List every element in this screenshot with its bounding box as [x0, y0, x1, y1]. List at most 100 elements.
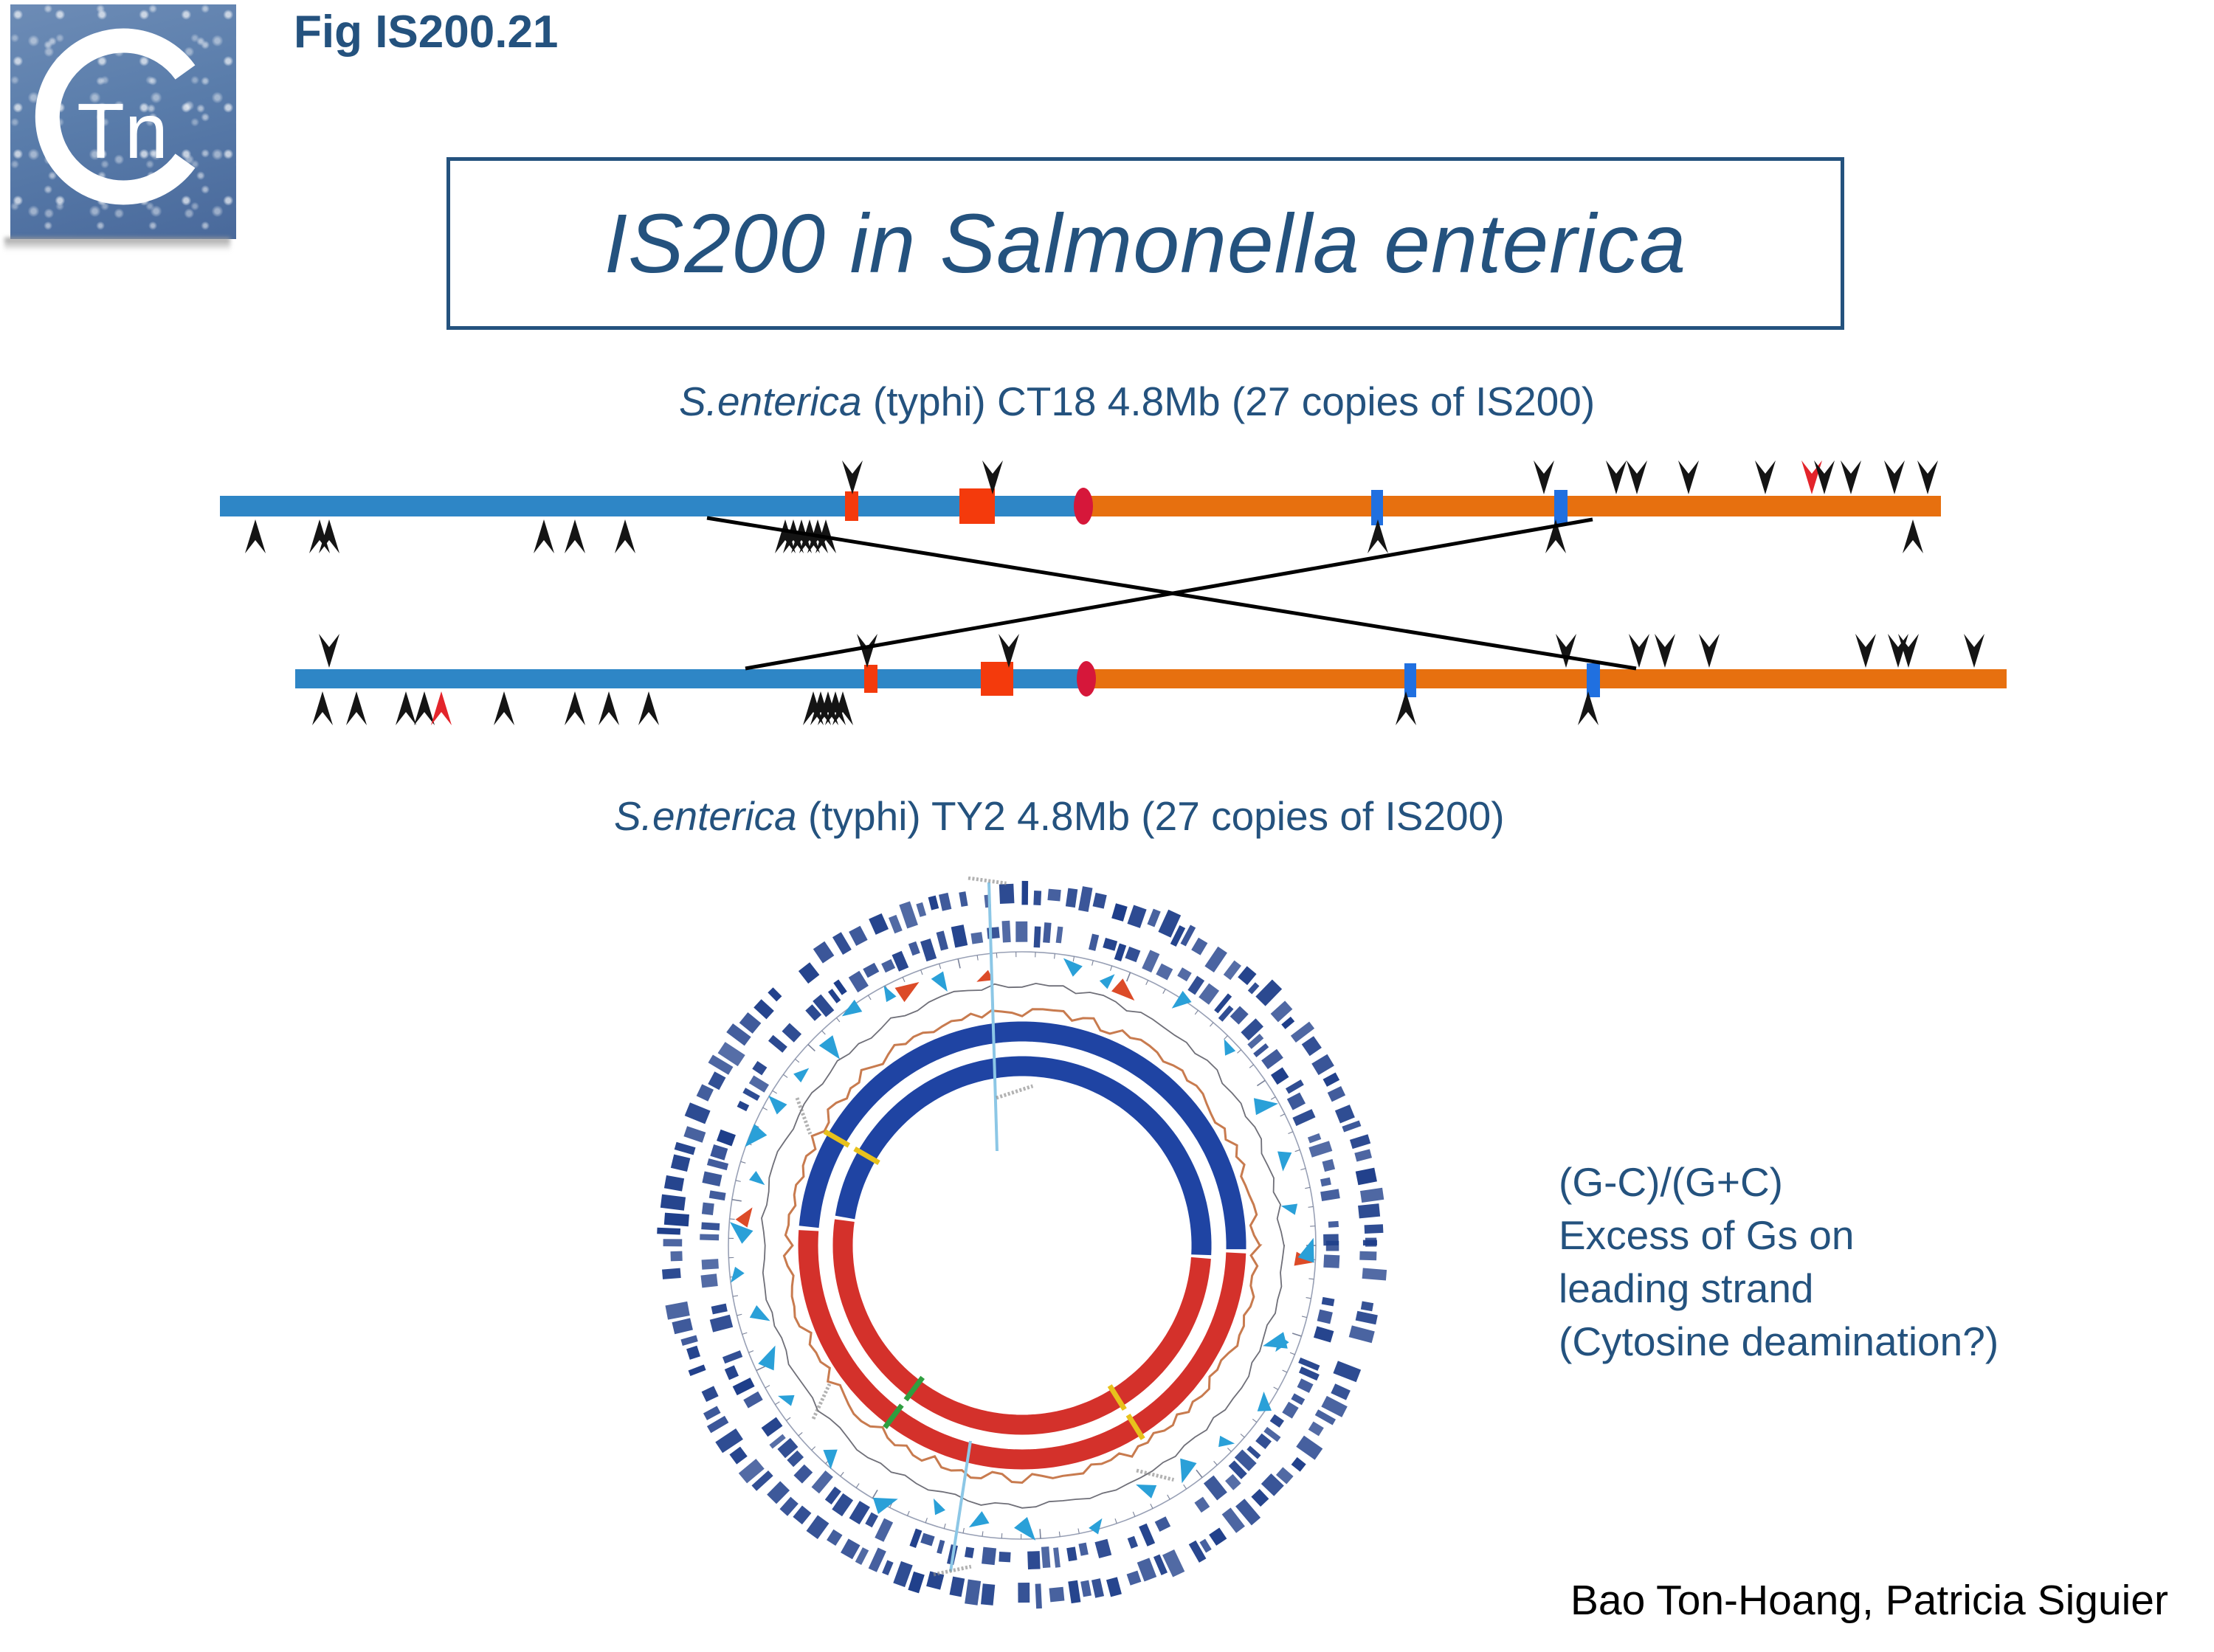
is200-arrow-up: [599, 691, 619, 725]
is200-arrow-down: [857, 634, 877, 668]
replichore-arc-3: [832, 1219, 1211, 1435]
is200-arrow-up: [1903, 519, 1923, 553]
is200-arrow-down: [1755, 460, 1776, 494]
is200-arrow-up: [818, 691, 838, 725]
is200-arrow-down: [999, 634, 1019, 668]
ty2-label-rest: (typhi) TY2 4.8Mb (27 copies of IS200): [796, 793, 1505, 839]
gc-skew-annotation: (G-C)/(G+C) Excess of Gs on leading stra…: [1559, 1155, 1999, 1368]
replichore-arc-1: [798, 1230, 1246, 1470]
is200-arrow-up: [1578, 691, 1599, 725]
annotation-line-2: Excess of Gs on: [1559, 1212, 1855, 1258]
replichore-arc-0: [799, 1021, 1246, 1250]
is200-arrow-down: [1801, 460, 1822, 494]
position-marker-line: [987, 882, 999, 1152]
annotation-line-1: (G-C)/(G+C): [1559, 1159, 1783, 1205]
is200-arrow-up: [810, 691, 831, 725]
is200-arrow-down: [1917, 460, 1938, 494]
is200-arrow-down: [1699, 634, 1720, 668]
is200-arrow-up: [312, 691, 333, 725]
is200-arrow-up: [431, 691, 452, 725]
is200-arrow-down: [1964, 634, 1984, 668]
is200-arrow-down: [1534, 460, 1554, 494]
is200-arrow-up: [832, 691, 853, 725]
ty2-origin-marker: [1077, 661, 1096, 697]
is200-arrow-up: [825, 691, 846, 725]
is200-arrow-down: [842, 460, 863, 494]
is200-arrow-down: [1606, 460, 1627, 494]
ct18-origin-marker: [1074, 488, 1093, 525]
ty2-orange-segment: [1091, 669, 2007, 688]
ty2-is200-arrows-top: [319, 634, 1984, 668]
ct18-is200-arrows-bottom: [245, 519, 1923, 553]
scale-tick-ring: [728, 951, 1317, 1540]
circular-genome-plot: [657, 877, 1387, 1609]
is200-arrow-up: [414, 691, 435, 725]
is200-arrow-down: [1888, 634, 1908, 668]
title-box: IS200 in Salmonella enterica: [446, 157, 1844, 330]
is200-arrow-down: [1855, 634, 1876, 668]
is200-arrow-up: [615, 519, 635, 553]
is200-arrow-up: [1545, 519, 1566, 553]
annotation-line-4: (Cytosine deamination?): [1559, 1319, 1999, 1364]
ty2-red-block: [981, 662, 1013, 696]
is200-arrow-up: [396, 691, 416, 725]
scattered-is-arrows: [730, 958, 1315, 1541]
is200-arrow-up: [494, 691, 514, 725]
is200-arrow-up: [799, 519, 820, 553]
is200-arrow-up: [807, 519, 828, 553]
gray-data-ring: [761, 982, 1286, 1509]
logo-tn-text: Tn: [77, 88, 168, 175]
is200-arrow-down: [1655, 634, 1675, 668]
ty2-red-block: [864, 665, 877, 693]
slide-title: IS200 in Salmonella enterica: [604, 197, 1687, 290]
is200-arrow-up: [783, 519, 804, 553]
is200-arrow-up: [775, 519, 796, 553]
ct18-blue-segment: [220, 496, 1089, 516]
is200-arrow-down: [1841, 460, 1861, 494]
ty2-blue-block: [1587, 663, 1600, 697]
is200-arrow-up: [565, 691, 585, 725]
ty2-blue-segment: [295, 669, 1091, 688]
is200-arrow-up: [534, 519, 554, 553]
ty2-map: [295, 634, 2007, 725]
ct18-map-label: S.enterica (typhi) CT18 4.8Mb (27 copies…: [679, 378, 1595, 425]
annotation-line-3: leading strand: [1559, 1265, 1814, 1311]
ct18-blue-block: [1371, 490, 1383, 525]
gene-density-ring-inner: [700, 920, 1340, 1570]
gc-skew-ring: [782, 1008, 1263, 1485]
ty2-map-label: S.enterica (typhi) TY2 4.8Mb (27 copies …: [614, 792, 1505, 840]
is200-arrow-down: [1556, 634, 1576, 668]
is200-arrow-down: [1898, 634, 1919, 668]
authors-credit: Bao Ton-Hoang, Patricia Siguier: [1570, 1577, 2168, 1624]
ct18-orange-segment: [1089, 496, 1941, 516]
is200-arrow-up: [245, 519, 266, 553]
is200-arrow-up: [1396, 691, 1416, 725]
is200-arrow-down: [1629, 634, 1649, 668]
is200-arrow-up: [319, 519, 339, 553]
is200-arrow-down: [1884, 460, 1905, 494]
ty2-is200-arrows-bottom: [312, 691, 1599, 725]
is200-arrow-up: [791, 519, 812, 553]
ty2-blue-block: [1404, 663, 1416, 697]
is200-arrow-up: [803, 691, 824, 725]
inversion-cross-line: [706, 516, 1637, 671]
inversion-cross-line: [745, 517, 1593, 671]
fig-label: Fig IS200.21: [294, 7, 559, 58]
replichore-arc-2: [835, 1056, 1212, 1256]
micro-label-smudges: [795, 877, 1175, 1577]
linear-genome-maps: [220, 460, 2007, 725]
is200-arrow-up: [309, 519, 330, 553]
tn-center-logo: Tn: [10, 4, 236, 239]
is200-arrow-up: [346, 691, 367, 725]
ct18-species-italic: S.enterica: [679, 379, 862, 424]
logo-c-glyph: [35, 28, 196, 205]
tn-logo-graphic: Tn: [35, 28, 196, 205]
is200-arrow-down: [1627, 460, 1647, 494]
arc-transition-ticks: [823, 1129, 1145, 1440]
ct18-is200-arrows-top: [842, 460, 1938, 494]
ct18-label-rest: (typhi) CT18 4.8Mb (27 copies of IS200): [861, 379, 1596, 424]
is200-arrow-down: [1678, 460, 1699, 494]
is200-arrow-up: [1368, 519, 1388, 553]
ct18-blue-block: [1554, 490, 1568, 525]
